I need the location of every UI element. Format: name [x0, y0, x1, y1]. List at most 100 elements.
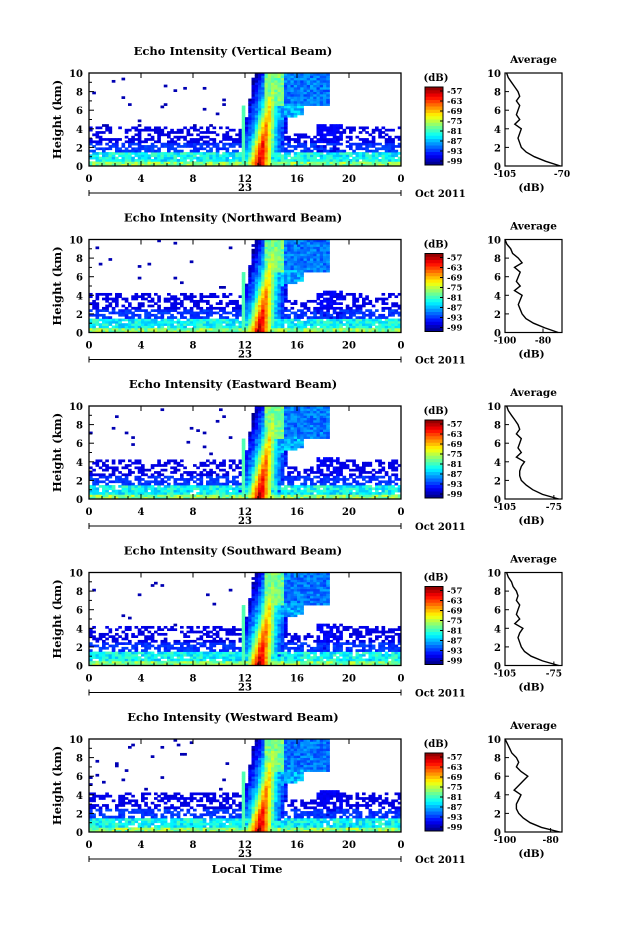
heatmap-cell — [238, 471, 243, 474]
heatmap-cell — [251, 272, 256, 275]
heatmap-cell — [300, 91, 304, 95]
heatmap-cell — [238, 154, 243, 158]
heatmap-cell — [235, 466, 239, 470]
heatmap-cell — [154, 487, 158, 491]
heatmap-cell — [196, 429, 200, 432]
heatmap-cell — [202, 496, 207, 500]
heatmap-cell — [251, 473, 256, 477]
heatmap-cell — [297, 422, 301, 425]
heatmap-cell — [261, 415, 265, 419]
heatmap-cell — [144, 140, 148, 144]
heatmap-cell — [219, 147, 223, 151]
heatmap-cell — [209, 496, 213, 500]
heatmap-cell — [271, 406, 275, 409]
colorbar-segment — [425, 308, 443, 313]
colorbar-unit: (dB) — [424, 240, 449, 251]
heatmap-cell — [323, 77, 327, 81]
heatmap-cell — [336, 147, 340, 151]
heatmap-cell — [180, 489, 184, 493]
heatmap-cell — [326, 82, 330, 86]
heatmap-cell — [121, 163, 126, 167]
heatmap-cell — [196, 128, 200, 132]
heatmap-cell — [313, 251, 317, 254]
heatmap-cell — [258, 98, 262, 102]
heatmap-cell — [284, 410, 288, 414]
heatmap-cell — [280, 415, 285, 419]
heatmap-cell — [349, 142, 353, 146]
heatmap-cell — [264, 480, 269, 484]
heatmap-cell — [254, 438, 259, 442]
heatmap-cell — [297, 93, 301, 97]
heatmap-cell — [280, 161, 285, 165]
heatmap-cell — [209, 485, 213, 488]
heatmap-cell — [264, 124, 269, 127]
heatmap-cell — [144, 309, 148, 312]
heatmap-cell — [258, 286, 262, 289]
heatmap-cell — [261, 140, 265, 144]
heatmap-cell — [300, 156, 304, 160]
heatmap-cell — [267, 138, 272, 141]
heatmap-cell — [111, 459, 116, 463]
heatmap-cell — [280, 140, 285, 144]
heatmap-cell — [170, 145, 174, 148]
heatmap-cell — [313, 299, 317, 303]
heatmap-cell — [397, 152, 402, 155]
heatmap-cell — [310, 140, 314, 144]
heatmap-cell — [280, 119, 285, 123]
heatmap-cell — [362, 140, 366, 144]
heatmap-cell — [323, 311, 327, 315]
heatmap-cell — [150, 297, 155, 301]
heatmap-cell — [371, 128, 376, 132]
heatmap-cell — [206, 149, 210, 153]
heatmap-cell — [371, 313, 376, 317]
heatmap-cell — [128, 494, 132, 498]
heatmap-cell — [326, 269, 330, 273]
heatmap-cell — [196, 161, 200, 165]
heatmap-cell — [89, 142, 93, 146]
heatmap-cell — [225, 323, 230, 326]
heatmap-cell — [258, 267, 262, 271]
heatmap-cell — [157, 163, 161, 167]
heatmap-cell — [358, 327, 363, 331]
heatmap-cell — [131, 138, 135, 141]
heatmap-cell — [274, 311, 278, 315]
heatmap-cell — [267, 73, 272, 76]
heatmap-cell — [248, 145, 252, 148]
heatmap-cell — [248, 299, 252, 303]
heatmap-cell — [293, 255, 298, 259]
heatmap-cell — [157, 299, 161, 303]
heatmap-cell — [251, 152, 256, 155]
heatmap-cell — [108, 131, 113, 134]
heatmap-cell — [323, 297, 327, 301]
heatmap-cell — [147, 496, 152, 500]
heatmap-cell — [241, 283, 246, 287]
heatmap-cell — [316, 79, 321, 83]
heatmap-cell — [241, 445, 246, 449]
heatmap-cell — [358, 154, 363, 158]
heatmap-cell — [258, 408, 262, 412]
heatmap-cell — [261, 464, 265, 467]
heatmap-cell — [111, 330, 116, 333]
heatmap-cell — [183, 496, 187, 500]
heatmap-cell — [118, 292, 122, 296]
heatmap-cell — [293, 445, 298, 449]
heatmap-cell — [163, 306, 168, 310]
heatmap-cell — [264, 464, 269, 467]
heatmap-cell — [212, 161, 217, 165]
heatmap-cell — [251, 468, 256, 472]
heatmap-cell — [277, 147, 282, 151]
heatmap-cell — [245, 461, 249, 465]
heatmap-cell — [167, 318, 171, 322]
heatmap-cell — [336, 156, 340, 160]
heatmap-cell — [254, 494, 259, 498]
heatmap-cell — [339, 135, 343, 139]
heatmap-cell — [251, 292, 256, 296]
heatmap-cell — [144, 496, 148, 500]
heatmap-cell — [267, 79, 272, 83]
heatmap-cell — [349, 135, 353, 139]
heatmap-cell — [287, 318, 291, 322]
heatmap-cell — [232, 327, 236, 331]
heatmap-cell — [264, 297, 269, 301]
heatmap-cell — [271, 316, 275, 319]
heatmap-cell — [173, 161, 178, 165]
